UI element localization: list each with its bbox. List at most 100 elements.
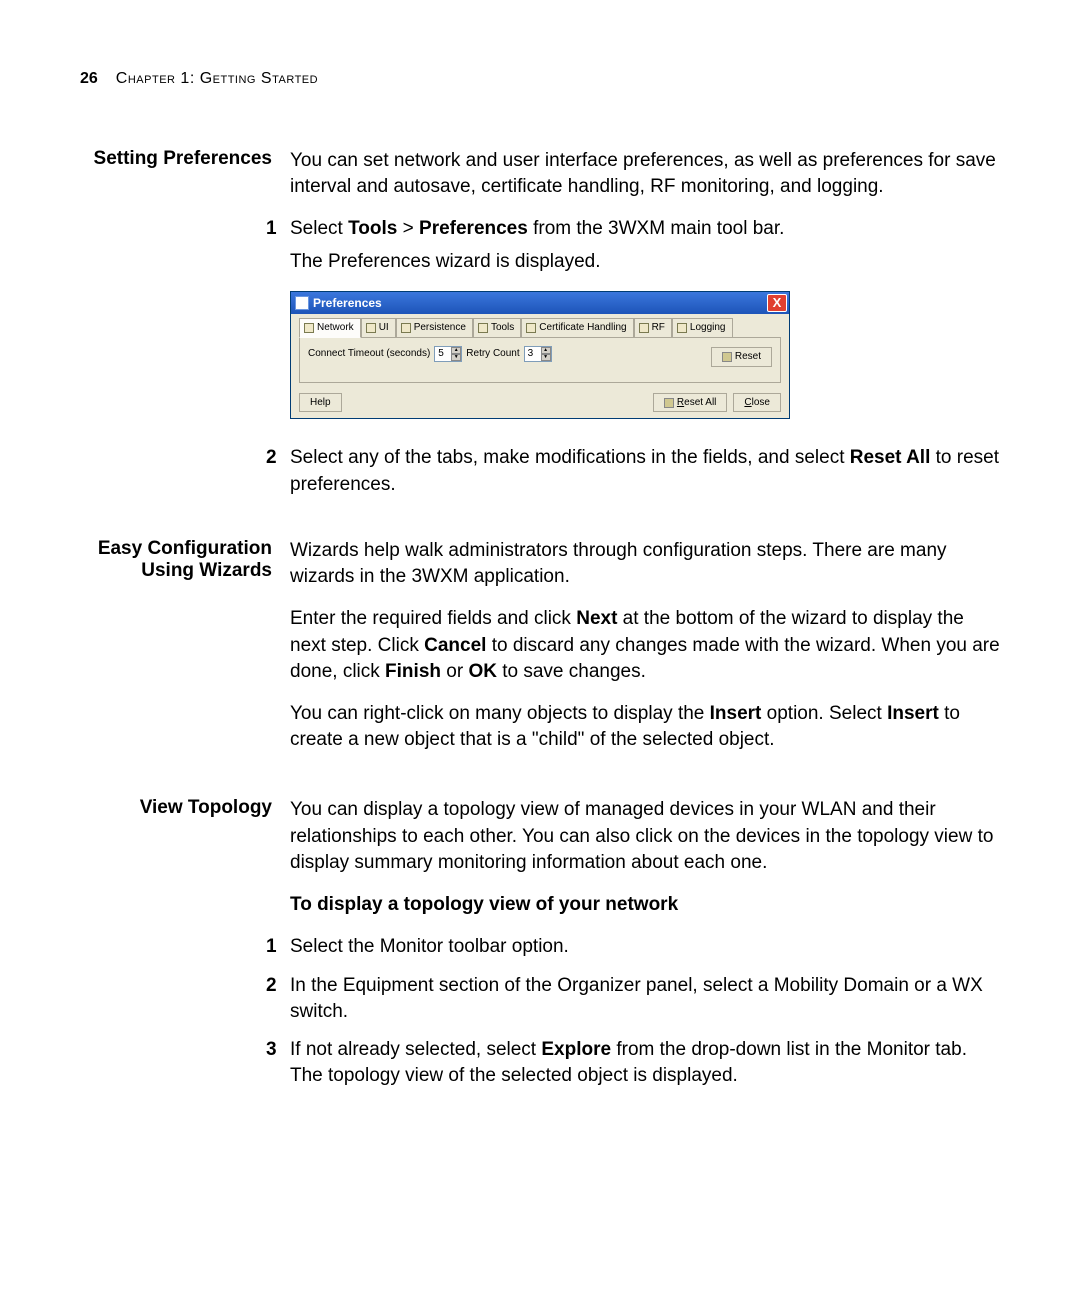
text-fragment: Select	[290, 218, 348, 239]
reset-all-icon	[664, 398, 674, 408]
text-fragment: If not already selected, select	[290, 1039, 541, 1060]
tab-label: Certificate Handling	[539, 321, 626, 335]
step2-text: Select any of the tabs, make modificatio…	[290, 447, 999, 494]
topology-subhead: To display a topology view of your netwo…	[290, 892, 1000, 918]
tab-label: UI	[379, 321, 389, 335]
tab-label: Network	[317, 321, 354, 335]
spinner-down-icon[interactable]: ▼	[541, 354, 551, 361]
text-fragment: from the 3WXM main tool bar.	[528, 218, 785, 239]
page-number: 26	[80, 70, 98, 88]
preferences-dialog-screenshot: Preferences X Network UI Persistence Too…	[290, 291, 1000, 420]
step1-text: Select Tools > Preferences from the 3WXM…	[290, 218, 784, 239]
button-label: Reset All	[677, 396, 716, 410]
certificate-icon	[526, 323, 536, 333]
network-icon	[304, 323, 314, 333]
button-label: Help	[310, 396, 331, 410]
prefs-step-2: 2 Select any of the tabs, make modificat…	[290, 445, 1000, 497]
text-fragment: option. Select	[761, 703, 887, 724]
text-fragment: You can right-click on many objects to d…	[290, 703, 710, 724]
step-number: 1	[266, 216, 277, 242]
tab-ui[interactable]: UI	[361, 318, 396, 338]
ui-icon	[366, 323, 376, 333]
page-header: 26 Chapter 1: Getting Started	[80, 70, 1000, 88]
dialog-title: Preferences	[313, 295, 382, 312]
tools-icon	[478, 323, 488, 333]
button-label: Reset	[735, 350, 761, 364]
text-fragment: lose	[752, 397, 770, 408]
reset-all-button[interactable]: Reset All	[653, 393, 727, 413]
dialog-tabs: Network UI Persistence Tools Certificate…	[291, 314, 789, 338]
step-number: 1	[266, 934, 277, 960]
text-fragment: or	[441, 661, 468, 682]
section-title-wizards: Easy Configuration Using Wizards	[80, 538, 290, 770]
text-fragment: to save changes.	[497, 661, 646, 682]
step-number: 3	[266, 1037, 277, 1063]
step-text: Select the Monitor toolbar option.	[290, 936, 569, 957]
connect-timeout-label: Connect Timeout (seconds)	[308, 347, 430, 361]
step-text: In the Equipment section of the Organize…	[290, 975, 983, 1022]
bold-finish: Finish	[385, 661, 441, 682]
bold-reset-all: Reset All	[850, 447, 931, 468]
text-fragment: >	[397, 218, 419, 239]
section-title-prefs: Setting Preferences	[80, 148, 290, 510]
logging-icon	[677, 323, 687, 333]
topology-intro: You can display a topology view of manag…	[290, 797, 1000, 876]
text-fragment: Enter the required fields and click	[290, 608, 576, 629]
mnemonic: C	[744, 397, 751, 408]
tab-network[interactable]: Network	[299, 318, 361, 338]
bold-explore: Explore	[541, 1039, 611, 1060]
wizards-p1: Wizards help walk administrators through…	[290, 538, 1000, 590]
connect-timeout-spinner[interactable]: 5 ▲▼	[434, 346, 462, 362]
text-fragment: Select any of the tabs, make modificatio…	[290, 447, 850, 468]
bold-tools: Tools	[348, 218, 397, 239]
prefs-step-1: 1 Select Tools > Preferences from the 3W…	[290, 216, 1000, 419]
spinner-value: 3	[528, 347, 534, 361]
tab-certificate[interactable]: Certificate Handling	[521, 318, 633, 338]
spinner-up-icon[interactable]: ▲	[451, 347, 461, 354]
spinner-down-icon[interactable]: ▼	[451, 354, 461, 361]
tab-label: Logging	[690, 321, 726, 335]
wizards-p3: You can right-click on many objects to d…	[290, 701, 1000, 753]
tab-tools[interactable]: Tools	[473, 318, 521, 338]
topology-step-2: 2 In the Equipment section of the Organi…	[290, 973, 1000, 1025]
close-icon[interactable]: X	[767, 294, 787, 312]
bold-cancel: Cancel	[424, 635, 486, 656]
step-text: If not already selected, select Explore …	[290, 1039, 967, 1086]
rf-icon	[639, 323, 649, 333]
chapter-title: Chapter 1: Getting Started	[116, 70, 318, 88]
tab-label: Persistence	[414, 321, 466, 335]
section-title-topology: View Topology	[80, 797, 290, 1101]
retry-count-label: Retry Count	[466, 347, 519, 361]
spinner-value: 5	[438, 347, 444, 361]
close-button[interactable]: Close	[733, 393, 781, 413]
dialog-titlebar: Preferences X	[291, 292, 789, 314]
app-icon	[295, 296, 309, 310]
step-number: 2	[266, 445, 277, 471]
tab-persistence[interactable]: Persistence	[396, 318, 473, 338]
tab-rf[interactable]: RF	[634, 318, 672, 338]
tab-label: RF	[652, 321, 665, 335]
step-number: 2	[266, 973, 277, 999]
retry-count-spinner[interactable]: 3 ▲▼	[524, 346, 552, 362]
topology-step-1: 1 Select the Monitor toolbar option.	[290, 934, 1000, 960]
bold-insert: Insert	[710, 703, 762, 724]
reset-button[interactable]: Reset	[711, 347, 772, 367]
prefs-intro: You can set network and user interface p…	[290, 148, 1000, 200]
step1-sub: The Preferences wizard is displayed.	[290, 249, 1000, 275]
topology-step-3: 3 If not already selected, select Explor…	[290, 1037, 1000, 1089]
dialog-bottom-row: Help Reset All Close	[291, 389, 789, 419]
wizards-p2: Enter the required fields and click Next…	[290, 606, 1000, 685]
dialog-panel: Connect Timeout (seconds) 5 ▲▼ Retry Cou…	[299, 337, 781, 383]
preferences-dialog: Preferences X Network UI Persistence Too…	[290, 291, 790, 420]
help-button[interactable]: Help	[299, 393, 342, 413]
bold-preferences: Preferences	[419, 218, 528, 239]
tab-label: Tools	[491, 321, 514, 335]
spinner-up-icon[interactable]: ▲	[541, 347, 551, 354]
persistence-icon	[401, 323, 411, 333]
tab-logging[interactable]: Logging	[672, 318, 733, 338]
reset-icon	[722, 352, 732, 362]
text-fragment: eset All	[684, 397, 716, 408]
bold-insert: Insert	[887, 703, 939, 724]
button-label: Close	[744, 396, 770, 410]
bold-next: Next	[576, 608, 617, 629]
